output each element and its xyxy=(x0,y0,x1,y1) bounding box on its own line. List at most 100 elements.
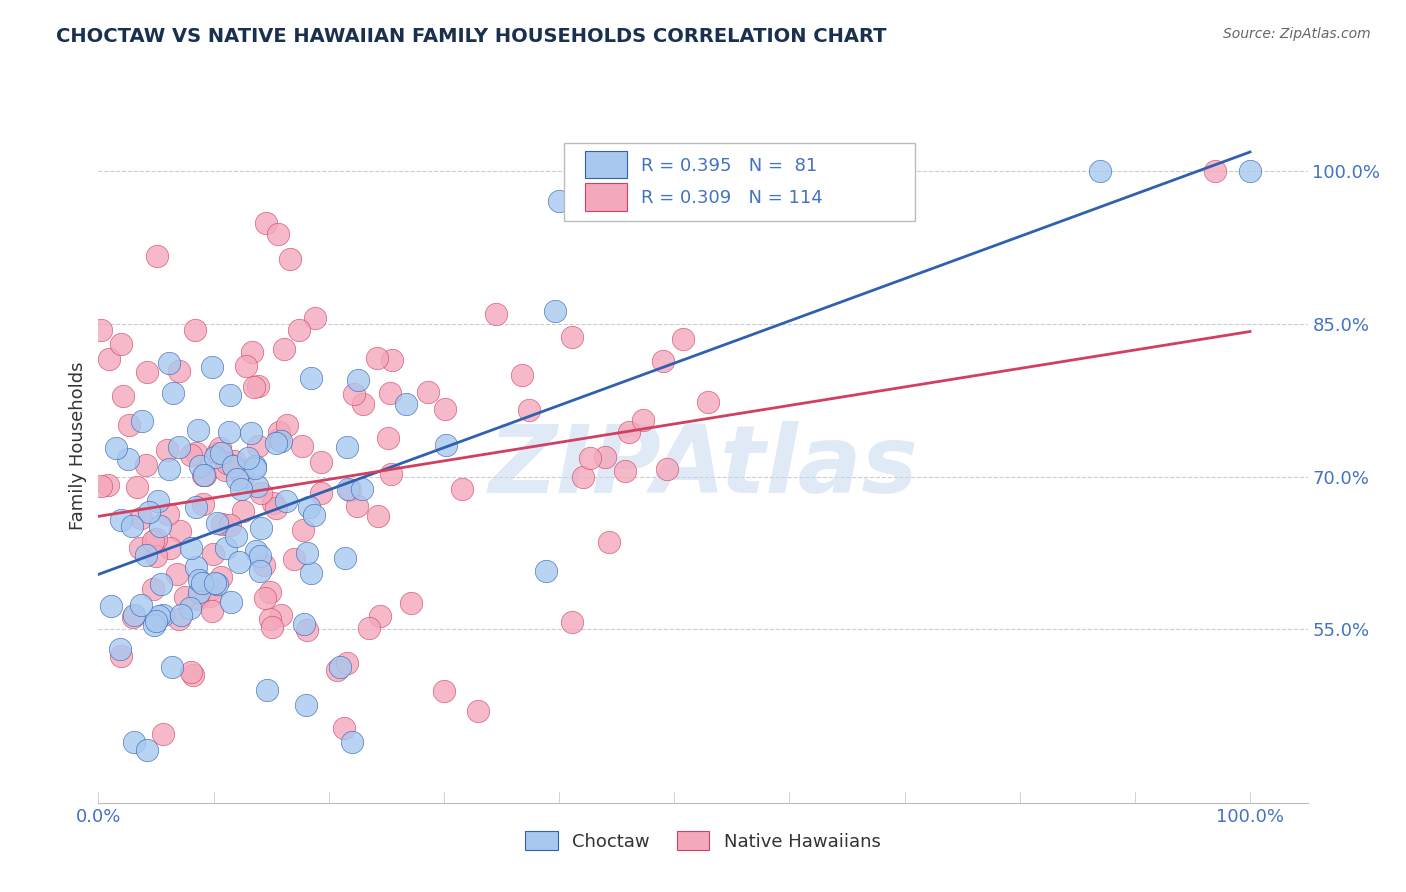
Point xyxy=(262,619,284,633)
Point xyxy=(467,704,489,718)
Point xyxy=(214,463,236,477)
Point xyxy=(517,403,540,417)
Point xyxy=(145,549,167,564)
Point xyxy=(131,414,153,428)
Point xyxy=(148,608,170,623)
Point xyxy=(90,323,112,337)
Point xyxy=(121,519,143,533)
Point xyxy=(135,365,157,379)
Point xyxy=(218,517,240,532)
Point xyxy=(593,450,616,465)
Point xyxy=(211,516,233,531)
Point xyxy=(226,472,249,486)
Point xyxy=(381,353,404,368)
Point xyxy=(186,500,208,515)
Point xyxy=(335,551,357,566)
Point xyxy=(191,497,214,511)
Point xyxy=(548,194,571,209)
Point xyxy=(278,252,301,266)
Point xyxy=(193,467,215,482)
Point xyxy=(142,534,165,549)
Point xyxy=(267,432,290,446)
Point xyxy=(191,576,214,591)
Point xyxy=(232,503,254,517)
Point xyxy=(157,355,180,369)
Point xyxy=(249,549,271,563)
Point xyxy=(598,534,620,549)
Point xyxy=(309,455,332,469)
Point xyxy=(146,493,169,508)
FancyBboxPatch shape xyxy=(585,152,627,178)
Point xyxy=(191,468,214,483)
Point xyxy=(166,566,188,581)
Point xyxy=(434,438,457,452)
Point xyxy=(146,249,169,263)
Point xyxy=(121,610,143,624)
Point xyxy=(652,354,675,368)
Point xyxy=(207,516,229,530)
Point xyxy=(129,598,152,612)
Point xyxy=(235,359,257,373)
Point xyxy=(243,379,266,393)
Point xyxy=(395,397,418,411)
Point xyxy=(270,607,292,622)
Point xyxy=(561,330,583,344)
Point xyxy=(380,467,402,482)
Point xyxy=(332,721,354,735)
Point xyxy=(343,387,366,401)
Point xyxy=(131,510,153,524)
Point xyxy=(270,434,292,448)
Point xyxy=(262,495,284,509)
Point xyxy=(485,307,508,321)
Point xyxy=(111,389,134,403)
Point xyxy=(655,462,678,476)
Point xyxy=(198,589,221,603)
Point xyxy=(110,337,132,351)
Point xyxy=(145,533,167,547)
Point xyxy=(201,360,224,375)
Point xyxy=(229,482,252,496)
Point xyxy=(367,509,389,524)
Text: CHOCTAW VS NATIVE HAWAIIAN FAMILY HOUSEHOLDS CORRELATION CHART: CHOCTAW VS NATIVE HAWAIIAN FAMILY HOUSEH… xyxy=(56,27,887,45)
Point xyxy=(613,465,636,479)
Point xyxy=(184,323,207,337)
Point xyxy=(243,461,266,475)
Point xyxy=(143,618,166,632)
Point xyxy=(336,440,359,454)
Point xyxy=(136,743,159,757)
Point xyxy=(340,734,363,748)
Point xyxy=(187,424,209,438)
Point xyxy=(211,446,233,460)
Point xyxy=(156,443,179,458)
Point xyxy=(202,547,225,561)
Point xyxy=(145,615,167,629)
Point xyxy=(346,500,368,514)
Point xyxy=(274,493,297,508)
Point xyxy=(247,439,270,453)
Point xyxy=(283,552,305,566)
Point xyxy=(288,323,311,337)
Point xyxy=(224,454,246,468)
Point xyxy=(180,541,202,556)
Point xyxy=(149,519,172,533)
Point xyxy=(292,523,315,537)
Point xyxy=(304,311,326,326)
Point xyxy=(97,352,120,367)
Point xyxy=(167,612,190,626)
Point xyxy=(152,727,174,741)
Point xyxy=(256,683,278,698)
Point xyxy=(291,439,314,453)
Point xyxy=(204,576,226,591)
Point xyxy=(110,513,132,527)
Point xyxy=(232,469,254,483)
Y-axis label: Family Households: Family Households xyxy=(69,362,87,530)
Point xyxy=(135,549,157,563)
Point xyxy=(225,529,247,543)
Point xyxy=(129,541,152,555)
Point xyxy=(222,458,245,473)
Point xyxy=(240,344,263,359)
Point xyxy=(117,451,139,466)
Point xyxy=(209,570,232,584)
Point xyxy=(246,479,269,493)
Point xyxy=(201,604,224,618)
